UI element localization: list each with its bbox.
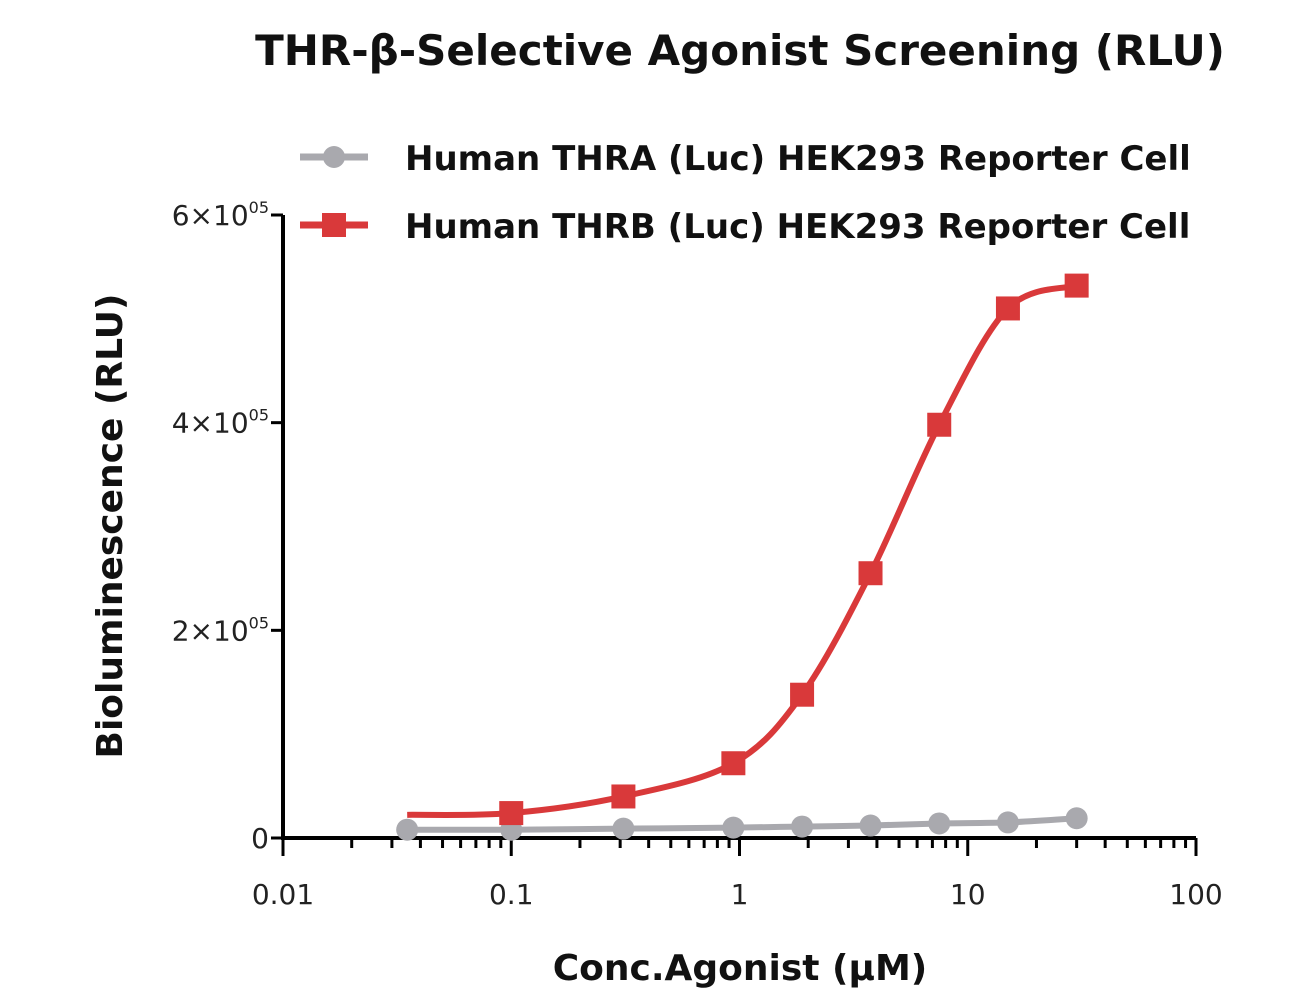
series-line-0 [407, 815, 1077, 833]
x-tick-label: 0.01 [252, 878, 314, 911]
x-tick-label: 0.1 [489, 878, 534, 911]
data-point-thrb [858, 561, 883, 586]
data-point-thra [996, 811, 1019, 834]
data-point-thrb [721, 751, 746, 776]
data-point-thrb [611, 784, 636, 809]
legend-label-thrb: Human THRB (Luc) HEK293 Reporter Cell [405, 207, 1190, 247]
ticks: 0.01 0.1 1 10 100 0 2×1005 4×1005 6×1005 [172, 198, 1223, 911]
legend-label-thra: Human THRA (Luc) HEK293 Reporter Cell [405, 139, 1191, 179]
x-tick-label: 1 [731, 878, 749, 911]
data-point-thra [791, 815, 814, 838]
axes [281, 215, 1196, 840]
x-axis-title: Conc.Agonist (µM) [553, 948, 928, 989]
data-point-thrb [927, 412, 952, 437]
data-point-thra [612, 817, 635, 840]
data-point-thra [928, 812, 951, 835]
series-layer [396, 273, 1089, 841]
y-tick-label: 2×1005 [172, 613, 269, 647]
data-point-thra [859, 814, 882, 837]
y-tick-label: 0 [251, 822, 269, 855]
data-point-thrb [1064, 273, 1089, 298]
data-point-thrb [499, 801, 524, 826]
legend: Human THRA (Luc) HEK293 Reporter Cell Hu… [300, 139, 1191, 247]
y-tick-label: 6×1005 [172, 198, 269, 232]
x-tick-label: 100 [1169, 878, 1222, 911]
y-axis-title: Bioluminescence (RLU) [90, 294, 131, 759]
series-line-1 [407, 282, 1078, 818]
data-point-thrb [790, 682, 815, 707]
data-point-thrb [995, 296, 1020, 321]
data-point-thra [396, 818, 419, 841]
x-tick-label: 10 [950, 878, 986, 911]
data-point-thra [1065, 807, 1088, 830]
y-tick-label: 4×1005 [172, 406, 269, 440]
data-point-thra [722, 816, 745, 839]
legend-marker-thra [323, 146, 345, 168]
chart-title: THR-β-Selective Agonist Screening (RLU) [255, 26, 1225, 75]
legend-marker-thrb [322, 213, 346, 237]
